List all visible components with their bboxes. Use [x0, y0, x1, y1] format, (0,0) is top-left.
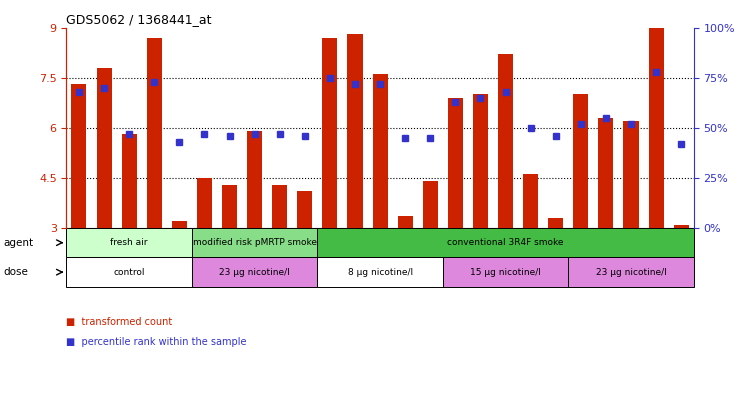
Bar	[373, 74, 387, 228]
Bar	[317, 257, 443, 287]
Bar	[348, 34, 362, 228]
Text: dose: dose	[4, 267, 29, 277]
Bar	[147, 38, 162, 228]
Text: modified risk pMRTP smoke: modified risk pMRTP smoke	[193, 238, 317, 247]
Bar	[473, 94, 488, 228]
Bar	[674, 225, 689, 228]
Text: GDS5062 / 1368441_at: GDS5062 / 1368441_at	[66, 13, 212, 26]
Text: 23 μg nicotine/l: 23 μg nicotine/l	[219, 268, 290, 277]
Bar	[272, 185, 287, 228]
Bar	[317, 228, 694, 257]
Bar	[573, 94, 588, 228]
Bar	[498, 54, 513, 228]
Bar	[599, 118, 613, 228]
Text: conventional 3R4F smoke: conventional 3R4F smoke	[447, 238, 564, 247]
Bar	[398, 216, 413, 228]
Bar	[247, 131, 262, 228]
Bar	[448, 98, 463, 228]
Bar	[66, 257, 192, 287]
Bar	[172, 221, 187, 228]
Bar	[443, 257, 568, 287]
Bar	[297, 191, 312, 228]
Bar	[624, 121, 638, 228]
Bar	[523, 174, 538, 228]
Bar	[122, 134, 137, 228]
Text: 8 μg nicotine/l: 8 μg nicotine/l	[348, 268, 413, 277]
Text: 23 μg nicotine/l: 23 μg nicotine/l	[596, 268, 666, 277]
Text: ■  percentile rank within the sample: ■ percentile rank within the sample	[66, 337, 247, 347]
Text: agent: agent	[4, 238, 34, 248]
Bar	[72, 84, 86, 228]
Bar	[323, 38, 337, 228]
Bar	[568, 257, 694, 287]
Bar	[548, 218, 563, 228]
Bar	[649, 28, 663, 228]
Text: fresh air: fresh air	[111, 238, 148, 247]
Bar	[97, 68, 111, 228]
Text: control: control	[114, 268, 145, 277]
Bar	[197, 178, 212, 228]
Bar	[192, 257, 317, 287]
Bar	[423, 181, 438, 228]
Bar	[66, 228, 192, 257]
Bar	[192, 228, 317, 257]
Text: ■  transformed count: ■ transformed count	[66, 317, 173, 327]
Bar	[222, 185, 237, 228]
Text: 15 μg nicotine/l: 15 μg nicotine/l	[470, 268, 541, 277]
